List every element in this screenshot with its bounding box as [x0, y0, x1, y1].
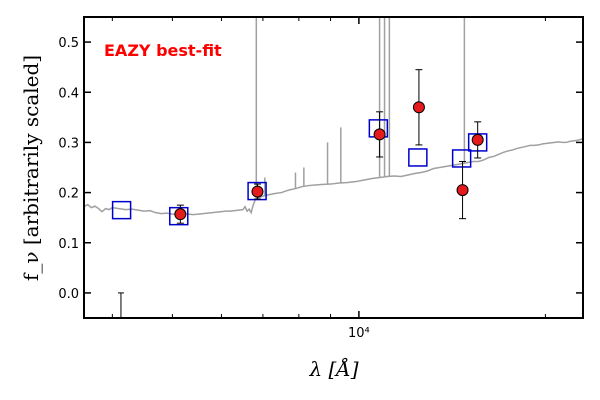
observed-flux-point	[251, 185, 264, 198]
model-flux-square	[169, 206, 189, 226]
model-flux-square	[451, 149, 472, 168]
x-tick-label: 10⁴	[348, 326, 370, 341]
axis-ticks: 0.0 0.1 0.2 0.3 0.4 0.5 10⁴	[58, 17, 583, 341]
y-tick-label: 0.2	[58, 187, 79, 202]
template-spectrum-line	[84, 138, 583, 216]
observed-flux-point	[412, 101, 425, 114]
y-axis-label: f_ν [arbitrarily scaled]	[19, 55, 43, 281]
y-tick-label: 0.5	[58, 36, 79, 51]
observed-flux-point	[471, 133, 484, 146]
observed-flux-point	[456, 184, 469, 197]
observed-flux-point	[373, 128, 386, 141]
y-tick-label: 0.3	[58, 136, 79, 151]
x-axis-label: λ [Å]	[308, 356, 358, 381]
annotation-text: EAZY best-fit	[104, 41, 222, 60]
model-flux-square	[111, 200, 132, 220]
y-tick-label: 0.1	[58, 237, 79, 252]
y-tick-label: 0.0	[58, 287, 79, 302]
observed-flux-point	[174, 208, 187, 221]
y-tick-label: 0.4	[58, 86, 79, 101]
plot-frame	[83, 16, 584, 319]
plot-content	[84, 17, 583, 318]
plot-background	[84, 17, 583, 318]
model-flux-square	[408, 148, 428, 167]
